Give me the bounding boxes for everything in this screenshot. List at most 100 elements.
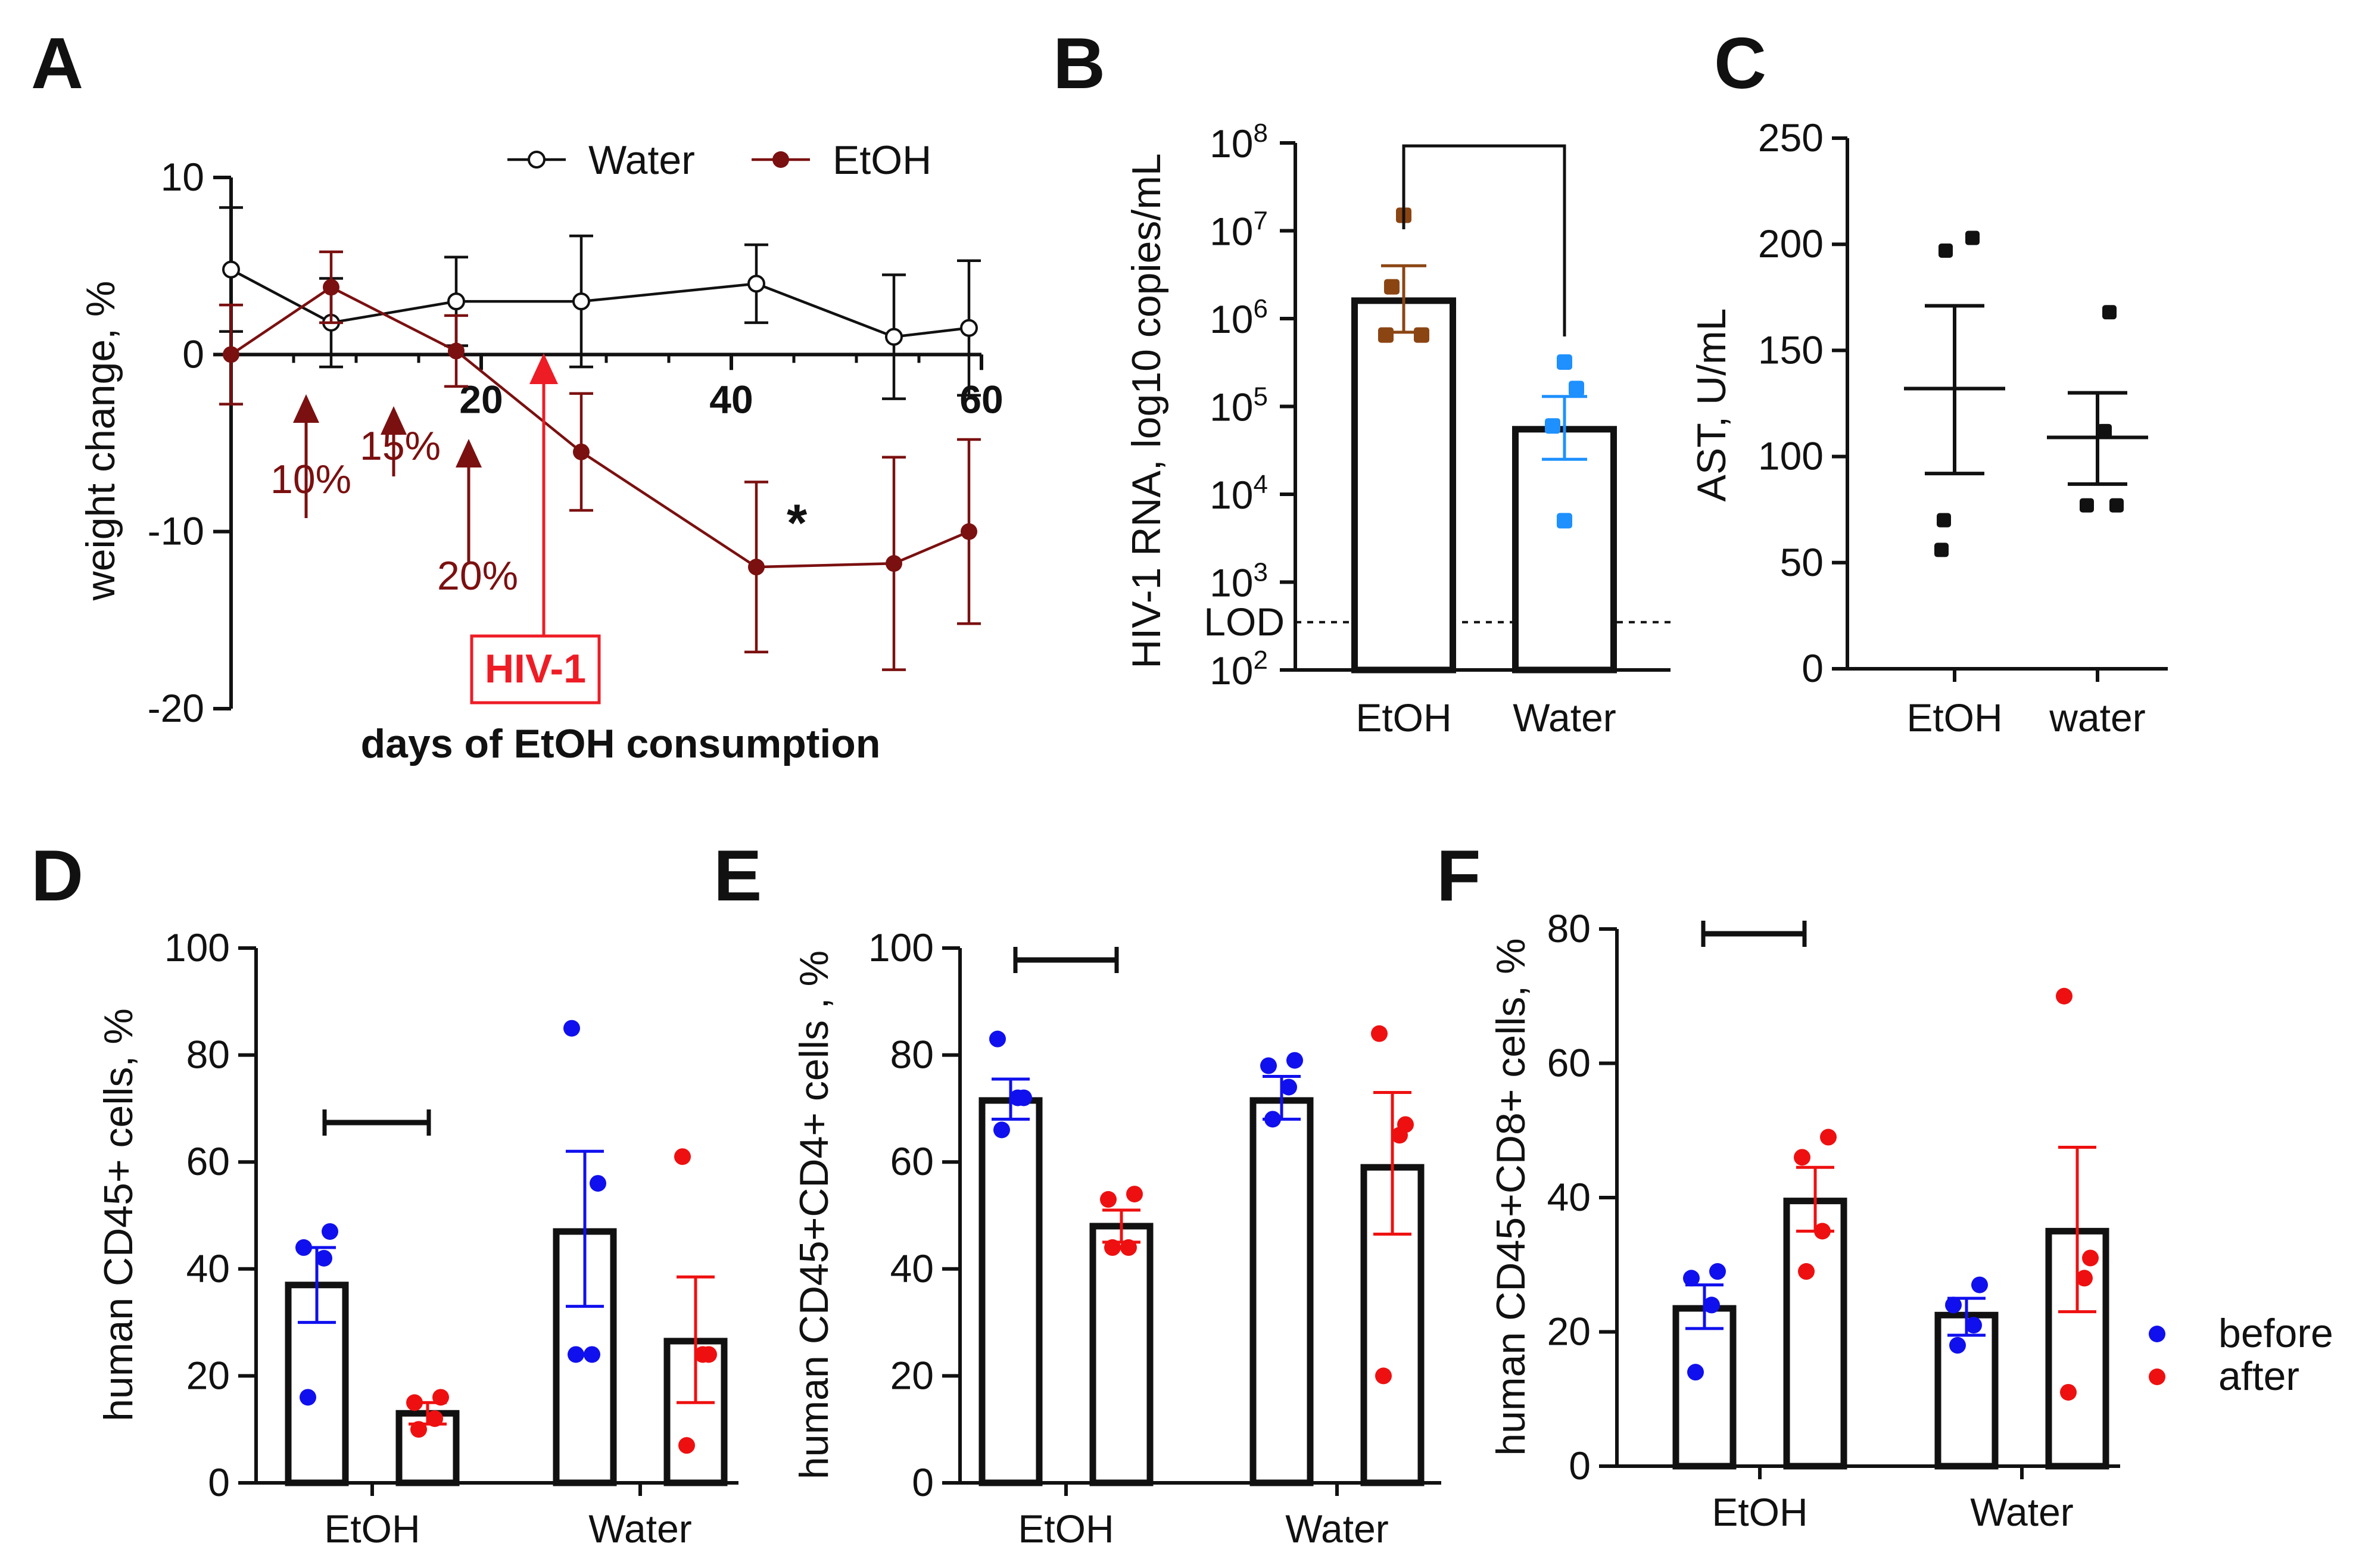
D-category-label: Water [588, 1507, 692, 1551]
D-y-tick-label: 20 [186, 1353, 230, 1397]
D-y-tick-label: 60 [186, 1139, 230, 1183]
D-data-point-after [678, 1437, 695, 1454]
D-data-point-after [410, 1421, 427, 1438]
F-data-point-before [1703, 1296, 1720, 1314]
F-y-axis-title: human CD45+CD8+ cells, % [1488, 938, 1534, 1455]
B-bar-water [1512, 426, 1617, 674]
D-data-point-before [568, 1346, 584, 1363]
C-data-point [1965, 230, 1980, 245]
A-hiv-label-box [470, 634, 601, 704]
A-hiv-arrow-head [529, 353, 558, 384]
F-legend-after-marker [2149, 1369, 2165, 1385]
panel-label-C: C [1714, 23, 1766, 104]
A-concentration-arrow-head [456, 439, 482, 467]
E-category-label: Water [1285, 1507, 1389, 1551]
A-concentration-arrow-head [381, 406, 407, 435]
F-y-tick-label: 60 [1547, 1041, 1591, 1085]
A-etoh-point [573, 443, 590, 460]
D-data-point-before [563, 1020, 580, 1037]
F-y-tick-label: 40 [1547, 1175, 1591, 1219]
A-etoh-point [961, 523, 977, 540]
B-significance-bracket [1402, 144, 1566, 336]
C-data-point [2098, 423, 2112, 438]
F-y-tick-label: 20 [1547, 1310, 1591, 1354]
A-etoh-point [886, 555, 902, 572]
C-y-tick-label: 50 [1780, 540, 1824, 584]
C-category-label: water [2049, 696, 2145, 740]
B-data-point [1557, 513, 1572, 529]
A-concentration-label: 20% [437, 553, 518, 598]
B-y-tick-label: 107 [1210, 207, 1268, 254]
panel-label-E: E [713, 835, 762, 916]
F-data-point-after [1794, 1149, 1810, 1166]
E-category-label: EtOH [1018, 1507, 1114, 1551]
B-y-tick-label: 105 [1210, 382, 1268, 429]
E-data-point-after [1104, 1239, 1121, 1256]
A-hiv-label: HIV-1 [485, 646, 586, 691]
F-legend-before-label: before [2218, 1311, 2333, 1356]
E-data-point-before [1260, 1057, 1277, 1074]
A-etoh-point [748, 559, 765, 576]
A-y-tick-label: 0 [182, 332, 204, 376]
A-concentration-label: 10% [270, 457, 351, 502]
C-y-tick-label: 100 [1758, 434, 1824, 478]
A-significance-star: * [787, 493, 808, 552]
panel-label-B: B [1053, 23, 1105, 104]
F-data-point-before [1709, 1263, 1726, 1280]
A-etoh-point [448, 342, 465, 360]
E-bar-before-etoh [978, 1097, 1043, 1486]
B-data-point [1569, 381, 1584, 397]
B-y-tick-label: 108 [1210, 119, 1268, 166]
B-data-point [1545, 418, 1560, 434]
B-y-tick-label: 106 [1210, 294, 1268, 341]
F-y-tick-label: 0 [1569, 1444, 1591, 1488]
F-data-point-after [2076, 1270, 2093, 1287]
F-bar-before-water [1934, 1311, 1999, 1470]
C-data-point [1939, 243, 1953, 258]
F-data-point-after [1820, 1129, 1837, 1146]
E-data-point-before [1009, 1089, 1026, 1106]
A-x-tick-label: 40 [709, 377, 753, 421]
F-data-point-before [1971, 1276, 1988, 1293]
F-data-point-before [1683, 1270, 1700, 1287]
C-data-point [2080, 498, 2094, 513]
C-data-point [1937, 513, 1951, 528]
E-y-tick-label: 100 [868, 925, 934, 970]
A-etoh-point [223, 346, 239, 363]
A-concentration-arrow-head [293, 394, 319, 423]
E-y-tick-label: 60 [890, 1139, 934, 1183]
A-water-point [747, 275, 765, 293]
D-y-axis-title: human CD45+ cells, % [96, 1008, 141, 1422]
F-bar-after-etoh [1783, 1198, 1847, 1470]
D-y-tick-label: 40 [186, 1246, 230, 1290]
D-y-tick-label: 0 [208, 1460, 230, 1504]
A-y-tick-label: -10 [148, 509, 204, 553]
B-data-point [1384, 279, 1400, 295]
C-category-label: EtOH [1906, 696, 2002, 740]
C-y-axis-title: AST, U/mL [1689, 308, 1734, 502]
A-legend-water-label: Water [588, 138, 695, 183]
F-bar-before-etoh [1672, 1305, 1737, 1470]
F-data-point-after [2056, 987, 2072, 1005]
A-y-tick-label: -20 [148, 686, 204, 730]
A-water-point [960, 319, 978, 337]
A-water-point [447, 292, 465, 311]
C-y-tick-label: 250 [1758, 116, 1824, 160]
B-data-point [1557, 354, 1572, 370]
E-y-tick-label: 40 [890, 1246, 934, 1290]
E-bar-after-etoh [1089, 1223, 1154, 1486]
B-data-point [1378, 327, 1394, 343]
B-data-point [1414, 327, 1429, 343]
C-y-tick-label: 200 [1758, 222, 1824, 266]
A-x-tick-label: 60 [959, 377, 1003, 421]
E-bar-before-water [1249, 1097, 1314, 1486]
F-data-point-before [1949, 1337, 1966, 1354]
panel-label-D: D [31, 835, 83, 916]
C-y-tick-label: 0 [1802, 646, 1824, 690]
A-water-point [885, 328, 903, 346]
D-category-label: EtOH [324, 1507, 420, 1551]
D-y-tick-label: 80 [186, 1033, 230, 1077]
B-lod-label: LOD [1204, 600, 1285, 644]
C-data-point [1934, 543, 1949, 557]
